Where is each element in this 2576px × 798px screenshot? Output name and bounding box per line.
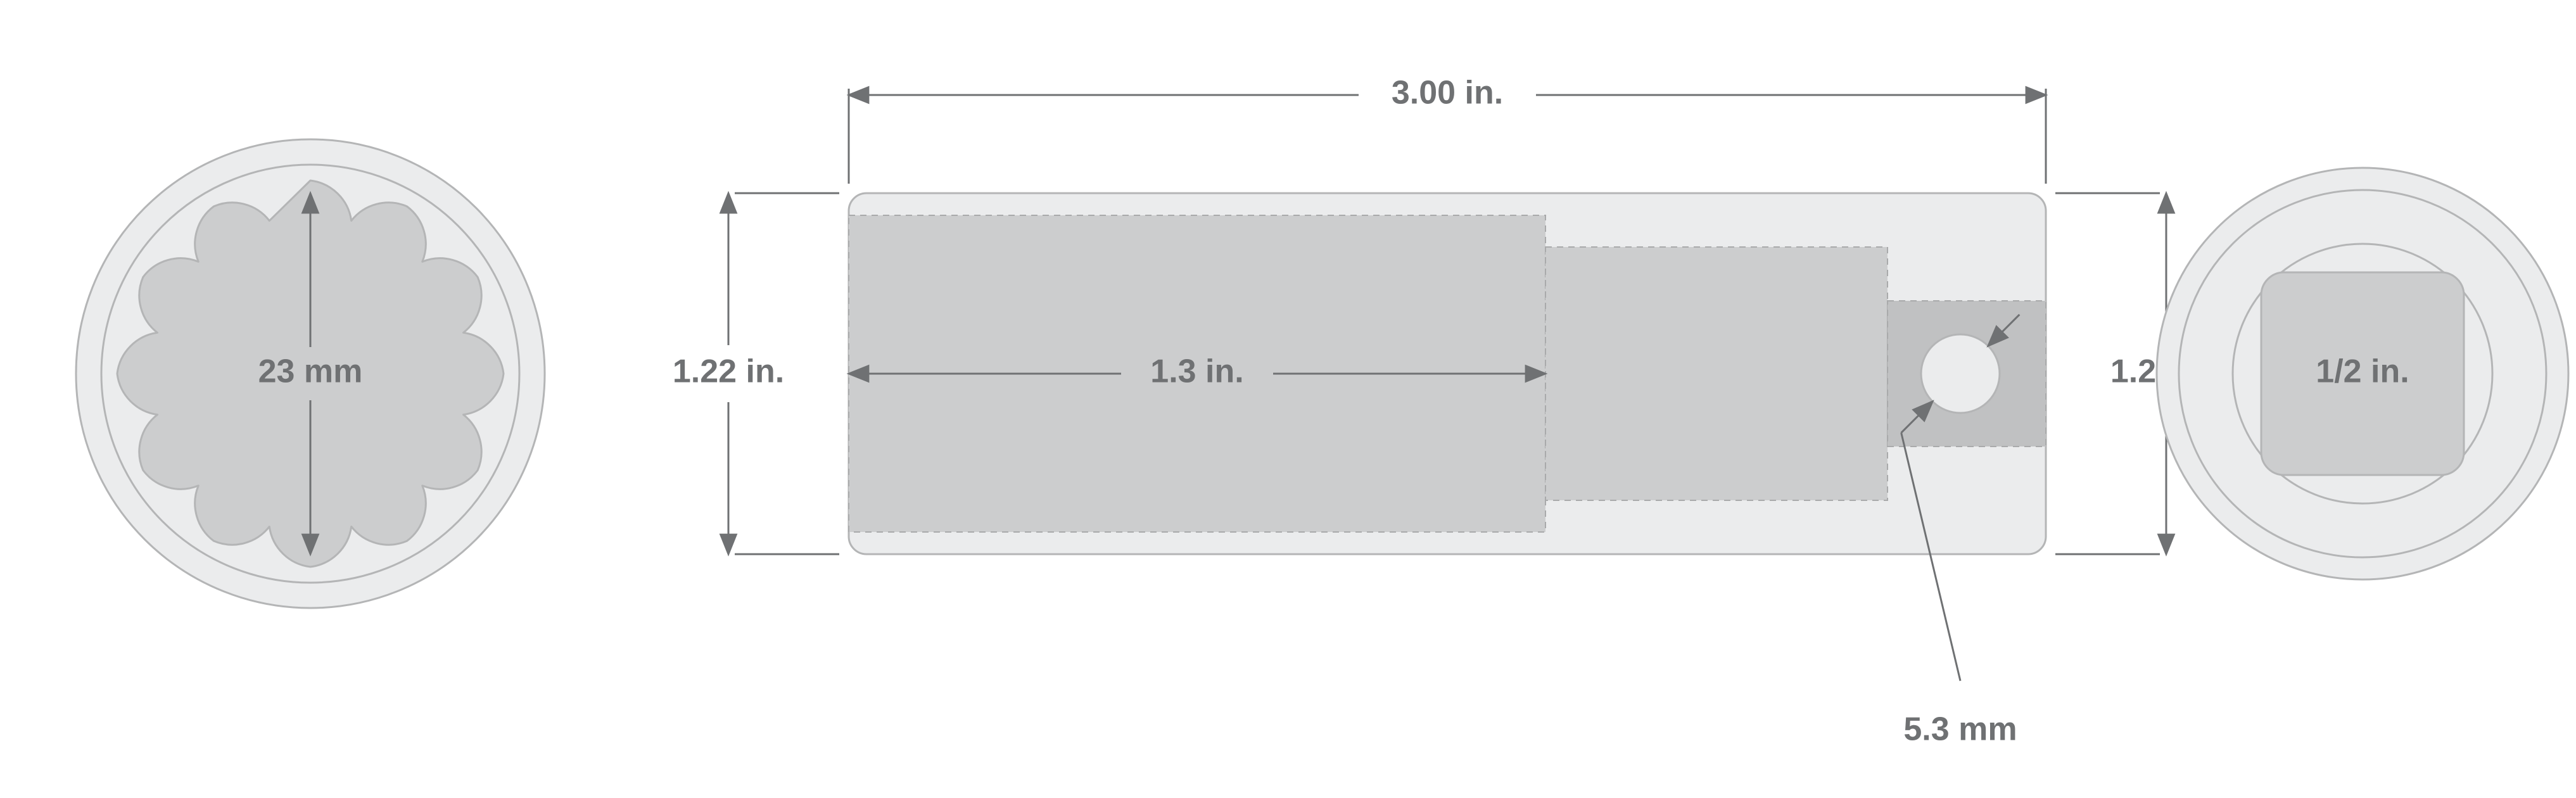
diagram-stage: 23 mm 3.00 in. 1.22 in. [0, 0, 2576, 798]
side-pin-hole [1921, 334, 2000, 413]
dim-length-label: 3.00 in. [1392, 75, 1503, 111]
side-view: 3.00 in. 1.22 in. 1.22 in. 1.3 in. [673, 75, 2222, 748]
dim-length-top: 3.00 in. [849, 75, 2046, 184]
dim-pin-label: 5.3 mm [1903, 711, 2017, 748]
dim-height-left: 1.22 in. [673, 193, 839, 554]
dim-height-left-label: 1.22 in. [673, 353, 784, 390]
side-bore-step [1545, 247, 1888, 500]
dim-bore-label: 1.3 in. [1150, 353, 1243, 390]
front-view: 23 mm [76, 139, 545, 608]
back-drive-label: 1/2 in. [2316, 353, 2409, 390]
back-view: 1/2 in. [2157, 168, 2568, 580]
front-diameter-label: 23 mm [258, 353, 363, 390]
diagram-svg: 23 mm 3.00 in. 1.22 in. [0, 0, 2576, 798]
